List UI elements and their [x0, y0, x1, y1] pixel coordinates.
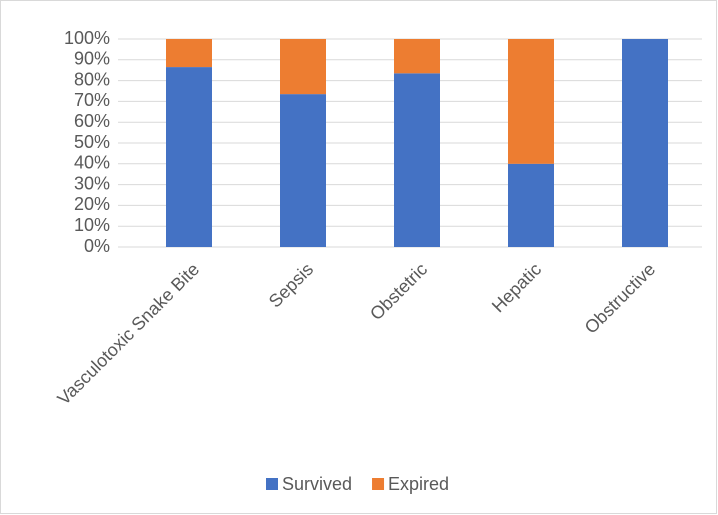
y-tick-label: 0% — [84, 236, 110, 256]
bar-segment — [280, 39, 326, 95]
y-tick-label: 80% — [74, 69, 110, 89]
y-tick-label: 20% — [74, 194, 110, 214]
y-tick-label: 50% — [74, 132, 110, 152]
legend-swatch — [372, 478, 385, 490]
legend-label: Survived — [282, 474, 352, 494]
legend-label: Expired — [388, 474, 449, 494]
bar-segment — [280, 94, 326, 248]
y-tick-label: 60% — [74, 111, 110, 131]
y-tick-label: 40% — [74, 153, 110, 173]
y-tick-label: 30% — [74, 173, 110, 193]
bar-segment — [508, 163, 554, 247]
bar-segment — [394, 73, 440, 247]
bar-segment — [166, 39, 212, 68]
y-tick-label: 10% — [74, 215, 110, 235]
bar-segment — [508, 39, 554, 164]
bar-segment — [394, 39, 440, 74]
bar-segment — [166, 67, 212, 247]
legend-swatch — [266, 478, 278, 490]
y-tick-label: 70% — [74, 90, 110, 110]
y-tick-label: 100% — [64, 28, 110, 48]
y-tick-label: 90% — [74, 49, 110, 69]
bar-segment — [622, 39, 668, 247]
